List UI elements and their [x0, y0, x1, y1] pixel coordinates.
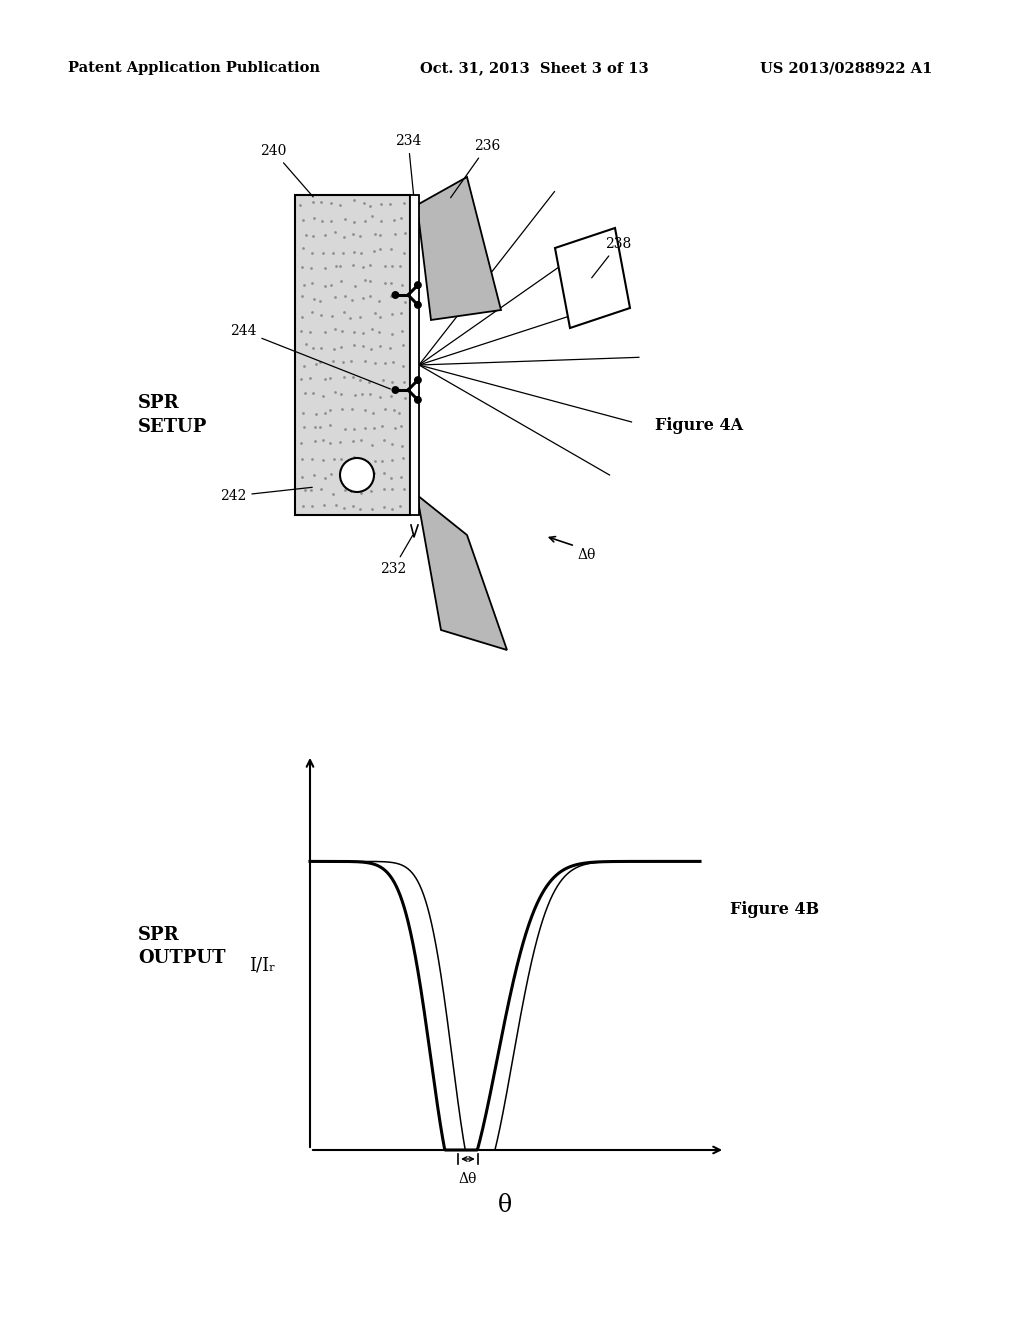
Ellipse shape: [415, 378, 421, 383]
Text: I/Iᵣ: I/Iᵣ: [249, 956, 275, 974]
Bar: [410, 195, 419, 515]
Text: 240: 240: [260, 144, 313, 197]
Text: Figure 4A: Figure 4A: [655, 417, 743, 433]
Bar: [295, 195, 410, 515]
Ellipse shape: [415, 396, 421, 403]
Text: θ: θ: [498, 1193, 512, 1217]
Polygon shape: [417, 495, 507, 649]
Text: 238: 238: [592, 238, 631, 277]
Text: 236: 236: [451, 139, 501, 198]
Ellipse shape: [415, 282, 421, 288]
Text: 234: 234: [395, 135, 421, 197]
Polygon shape: [417, 177, 501, 319]
Text: Figure 4B: Figure 4B: [730, 902, 819, 917]
Text: 232: 232: [380, 536, 413, 576]
Polygon shape: [555, 228, 630, 327]
Ellipse shape: [415, 302, 421, 308]
Text: SPR
OUTPUT: SPR OUTPUT: [138, 925, 225, 968]
Text: SPR
SETUP: SPR SETUP: [138, 395, 208, 436]
Ellipse shape: [392, 292, 398, 298]
Ellipse shape: [392, 387, 398, 393]
Text: US 2013/0288922 A1: US 2013/0288922 A1: [760, 61, 933, 75]
Text: 244: 244: [230, 323, 390, 389]
Text: Patent Application Publication: Patent Application Publication: [68, 61, 319, 75]
Ellipse shape: [340, 458, 374, 492]
Text: Δθ: Δθ: [577, 548, 595, 562]
Text: Oct. 31, 2013  Sheet 3 of 13: Oct. 31, 2013 Sheet 3 of 13: [420, 61, 648, 75]
Text: 242: 242: [220, 487, 312, 503]
Text: Δθ: Δθ: [459, 1172, 477, 1185]
